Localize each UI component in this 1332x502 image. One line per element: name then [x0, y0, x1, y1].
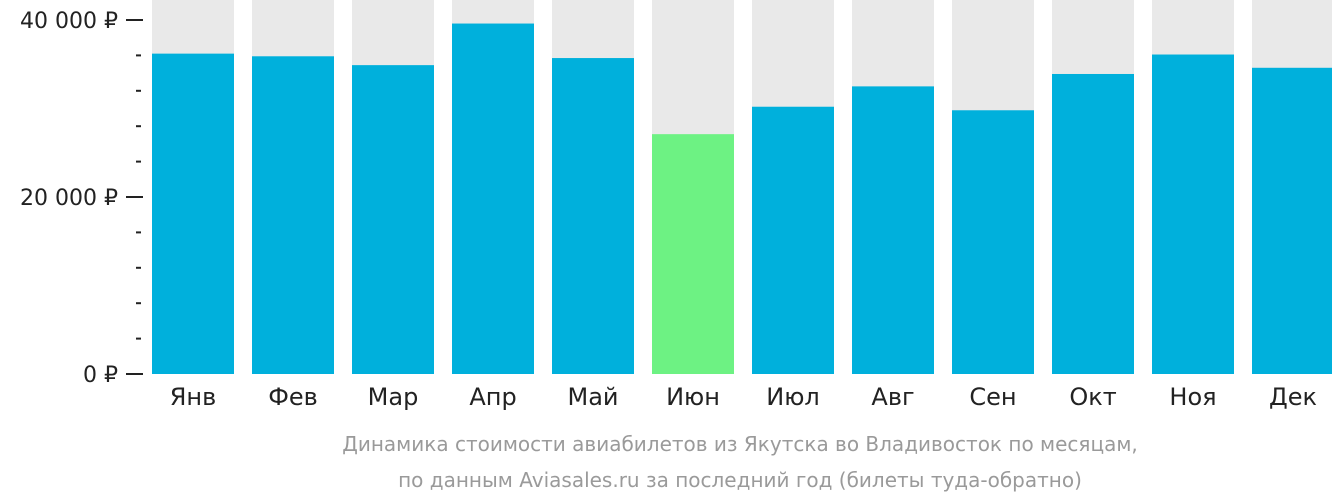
chart-caption-line-1: Динамика стоимости авиабилетов из Якутск…: [342, 432, 1138, 456]
bar-1: [152, 53, 234, 374]
x-tick-label-9: Сен: [969, 383, 1016, 411]
x-tick-label-10: Окт: [1069, 383, 1116, 411]
bar-8: [852, 86, 934, 374]
bar-7: [752, 106, 834, 374]
price-bar-chart: Янв Фев Мар Апр Май Июн Июл Авг Сен Окт Ноя Дек 0 ₽ 2…: [20, 0, 1332, 411]
x-tick-label-6: Июн: [666, 383, 720, 411]
x-tick-label-8: Авг: [871, 383, 914, 411]
bar-6: [652, 134, 734, 374]
x-tick-label-11: Ноя: [1169, 383, 1216, 411]
chart-caption-line-2: по данным Aviasales.ru за последний год …: [398, 468, 1082, 492]
bar-12: [1252, 67, 1332, 374]
bar-2: [252, 56, 334, 374]
bar-11: [1152, 54, 1234, 374]
bar-9: [952, 110, 1034, 375]
bar-3: [352, 65, 434, 374]
bar-5: [552, 58, 634, 375]
y-tick-label-3: 40 000 ₽: [20, 9, 118, 34]
x-tick-label-7: Июл: [766, 383, 820, 411]
x-tick-label-1: Янв: [170, 383, 217, 411]
x-tick-label-5: Май: [567, 383, 618, 411]
x-tick-label-4: Апр: [469, 383, 516, 411]
y-tick-label-2: 20 000 ₽: [20, 186, 118, 211]
y-tick-label-1: 0 ₽: [83, 363, 118, 388]
x-tick-label-12: Дек: [1269, 383, 1317, 411]
bar-10: [1052, 73, 1134, 375]
x-tick-label-2: Фев: [268, 383, 318, 411]
x-tick-label-3: Мар: [368, 383, 419, 411]
bar-4: [452, 23, 534, 374]
